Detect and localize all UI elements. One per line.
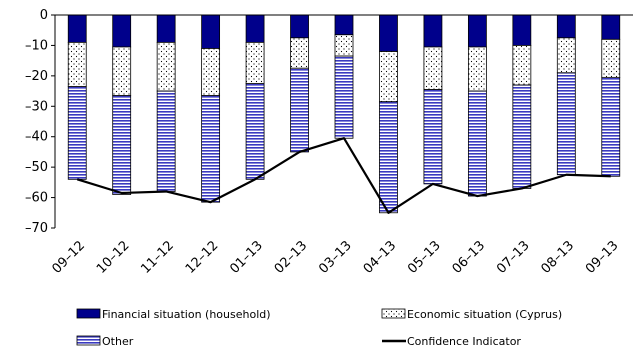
bar-other-05-13	[424, 90, 442, 184]
x-tick-label: 09–13	[583, 238, 622, 277]
bar-financial-situation-household--10-12	[113, 15, 131, 47]
x-tick-label: 03–13	[316, 238, 355, 277]
y-tick-label: –20	[25, 69, 48, 84]
x-tick-label: 09–12	[49, 238, 88, 277]
y-tick-label: –10	[25, 38, 48, 53]
bar-economic-situation-cyprus--08-13	[557, 38, 575, 73]
bar-economic-situation-cyprus--03-13	[335, 35, 353, 56]
bar-economic-situation-cyprus--09-12	[68, 42, 86, 86]
bar-other-02-13	[291, 68, 309, 152]
y-tick-label: 0	[40, 8, 48, 23]
bar-financial-situation-household--04-13	[379, 15, 397, 52]
bar-other-09-13	[602, 77, 620, 176]
bar-financial-situation-household--09-12	[68, 15, 86, 42]
bar-economic-situation-cyprus--06-13	[468, 47, 486, 91]
legend-label-other: Other	[102, 335, 134, 348]
bar-economic-situation-cyprus--09-13	[602, 39, 620, 77]
x-tick-label: 06–13	[450, 238, 489, 277]
legend-label-confidence-indicator: Confidence Indicator	[407, 335, 521, 348]
legend-label-financial-situation-household: Financial situation (household)	[102, 308, 271, 321]
x-tick-label: 07–13	[494, 238, 533, 277]
x-tick-label: 04–13	[361, 238, 400, 277]
x-tick-label: 10–12	[94, 238, 133, 277]
bar-economic-situation-cyprus--01-13	[246, 42, 264, 83]
bar-other-10-12	[113, 96, 131, 195]
x-tick-label: 12–12	[183, 238, 222, 277]
y-tick-label: –30	[25, 99, 48, 114]
bar-economic-situation-cyprus--04-13	[379, 52, 397, 102]
bar-financial-situation-household--09-13	[602, 15, 620, 39]
x-tick-label: 11–12	[138, 238, 177, 277]
legend-swatch-financial-situation-household	[77, 309, 100, 318]
bar-other-04-13	[379, 102, 397, 213]
bar-other-11-12	[157, 91, 175, 191]
bar-other-03-13	[335, 56, 353, 138]
bar-other-09-12	[68, 87, 86, 180]
bar-financial-situation-household--08-13	[557, 15, 575, 38]
bar-financial-situation-household--05-13	[424, 15, 442, 47]
legend-swatch-other	[77, 336, 100, 345]
y-tick-label: –50	[25, 160, 48, 175]
bar-financial-situation-household--03-13	[335, 15, 353, 35]
bar-financial-situation-household--07-13	[513, 15, 531, 45]
x-tick-label: 02–13	[272, 238, 311, 277]
y-tick-label: –60	[25, 191, 48, 206]
x-tick-label: 08–13	[539, 238, 578, 277]
bar-other-01-13	[246, 83, 264, 179]
bar-economic-situation-cyprus--10-12	[113, 47, 131, 96]
bar-economic-situation-cyprus--05-13	[424, 47, 442, 90]
legend: Financial situation (household) Economic …	[77, 308, 562, 348]
bar-economic-situation-cyprus--11-12	[157, 42, 175, 91]
bar-financial-situation-household--06-13	[468, 15, 486, 47]
legend-swatch-economic-situation-cyprus	[382, 309, 405, 318]
bar-financial-situation-household--01-13	[246, 15, 264, 42]
bar-financial-situation-household--02-13	[291, 15, 309, 38]
y-tick-label: –40	[25, 130, 48, 145]
x-tick-label: 01–13	[227, 238, 266, 277]
x-tick-label: 05–13	[405, 238, 444, 277]
bar-economic-situation-cyprus--07-13	[513, 45, 531, 85]
y-tick-label: –70	[25, 221, 48, 236]
bar-economic-situation-cyprus--12-12	[202, 48, 220, 95]
bar-economic-situation-cyprus--02-13	[291, 38, 309, 68]
bar-other-07-13	[513, 85, 531, 188]
legend-label-economic-situation-cyprus: Economic situation (Cyprus)	[407, 308, 562, 321]
bar-other-06-13	[468, 91, 486, 196]
bar-other-12-12	[202, 96, 220, 203]
bar-financial-situation-household--11-12	[157, 15, 175, 42]
bar-financial-situation-household--12-12	[202, 15, 220, 48]
bar-other-08-13	[557, 73, 575, 175]
